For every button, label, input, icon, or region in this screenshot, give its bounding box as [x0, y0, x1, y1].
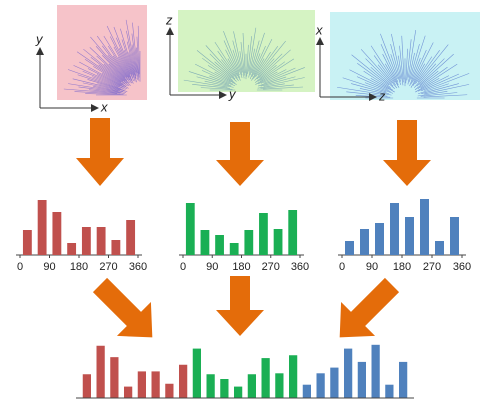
axis-label: y [35, 31, 44, 46]
combined-bar [207, 374, 215, 398]
bar [345, 241, 354, 255]
bar [259, 213, 268, 255]
axis-label: z [378, 88, 386, 103]
bar [201, 230, 210, 255]
combined-bar [193, 349, 201, 398]
bar [288, 210, 297, 255]
bar [97, 227, 106, 255]
bar [274, 229, 283, 255]
combined-bar [372, 345, 380, 398]
bar [23, 230, 32, 255]
bar [186, 203, 195, 255]
x-tick-label: 180 [393, 261, 411, 273]
combined-bar [220, 379, 228, 398]
x-tick-label: 270 [423, 261, 441, 273]
combined-bar [110, 357, 118, 398]
combined-bar [344, 349, 352, 398]
x-tick-label: 90 [43, 261, 55, 273]
x-tick-label: 360 [291, 261, 309, 273]
x-tick-label: 90 [206, 261, 218, 273]
bar [390, 203, 399, 255]
x-tick-label: 0 [180, 261, 186, 273]
bar [360, 229, 369, 255]
x-tick-label: 0 [17, 261, 23, 273]
combined-bar [330, 368, 338, 398]
bar [111, 240, 120, 255]
bar [230, 243, 239, 255]
combined-bar [97, 346, 105, 398]
bar [244, 230, 253, 255]
combined-bar [152, 371, 160, 398]
combined-bar [289, 355, 297, 398]
combined-bar [234, 387, 242, 398]
bar [215, 235, 224, 255]
bar [38, 200, 47, 255]
bar [82, 227, 91, 255]
combined-bar [317, 373, 325, 398]
combined-bar [385, 385, 393, 398]
x-tick-label: 270 [99, 261, 117, 273]
x-tick-label: 0 [339, 261, 345, 273]
bar [126, 220, 135, 255]
axis-label: z [165, 12, 173, 27]
bar [420, 199, 429, 255]
combined-bar [262, 358, 270, 398]
combined-bar [399, 362, 407, 398]
combined-bar [358, 362, 366, 398]
x-tick-label: 180 [232, 261, 250, 273]
combined-bar [303, 385, 311, 398]
bar [435, 241, 444, 255]
bar [405, 217, 414, 255]
combined-bar [275, 373, 283, 398]
x-tick-label: 360 [129, 261, 147, 273]
bar [67, 243, 76, 255]
bar [450, 217, 459, 255]
x-tick-label: 270 [262, 261, 280, 273]
bar [375, 223, 384, 255]
combined-bar [83, 374, 91, 398]
axis-label: x [315, 22, 323, 37]
combined-bar [124, 387, 132, 398]
combined-bar [179, 365, 187, 398]
combined-bar [138, 371, 146, 398]
x-tick-label: 360 [453, 261, 471, 273]
x-tick-label: 90 [366, 261, 378, 273]
bar [52, 212, 61, 255]
combined-bar [248, 374, 256, 398]
x-tick-label: 180 [70, 261, 88, 273]
combined-bar [165, 384, 173, 398]
axis-label: x [100, 99, 108, 114]
figure: y x z y x z 0901802703600901802703600901… [0, 0, 488, 404]
